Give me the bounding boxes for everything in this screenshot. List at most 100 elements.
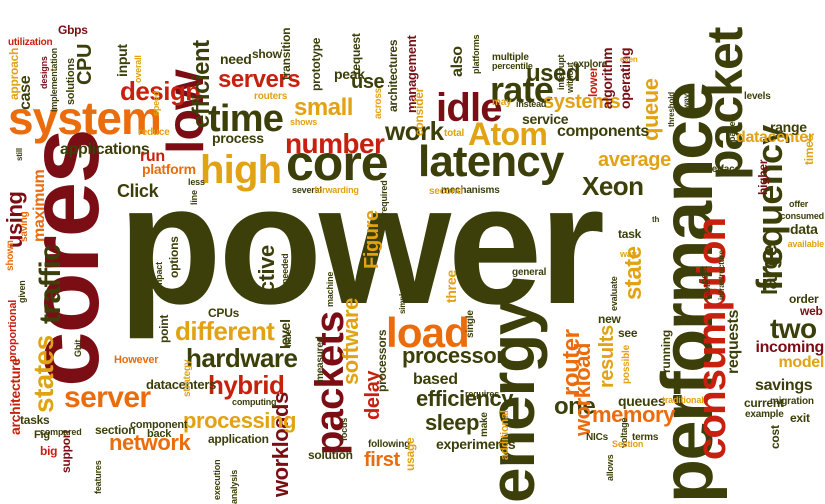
word-latency: latency — [418, 137, 564, 186]
word-infrastructure: infrastructure — [717, 250, 726, 300]
word-applications: applications — [60, 141, 150, 158]
word-features: features — [93, 460, 103, 494]
word-mechanisms: mechanisms — [441, 185, 500, 196]
word-given: given — [17, 280, 27, 303]
word-cost: cost — [768, 425, 782, 449]
word-computing: computing — [232, 397, 277, 407]
word-traffic: traffic — [34, 244, 67, 324]
word-even: even — [620, 55, 638, 64]
word-platforms: platforms — [471, 34, 481, 74]
word-need: need — [220, 51, 252, 67]
word-gbps: Gbps — [58, 23, 88, 37]
word-still: still — [15, 148, 24, 161]
word-additional: additional — [499, 410, 511, 460]
word-server: server — [64, 381, 151, 414]
word-first: first — [364, 449, 400, 471]
word-efficient: efficient — [188, 40, 215, 128]
word-queues: queues — [618, 393, 666, 409]
word-times: times — [802, 134, 816, 165]
word-memory: memory — [592, 402, 675, 427]
word-nics: NICs — [586, 432, 608, 443]
word-processor: processor — [402, 343, 505, 368]
word-single: single — [465, 310, 476, 338]
word-always: always — [682, 89, 691, 115]
word-application: application — [208, 432, 269, 446]
word-consider: consider — [412, 87, 426, 136]
word-second: second — [429, 186, 463, 197]
word-required: required — [379, 180, 389, 215]
word-higher: higher — [756, 159, 770, 195]
word-section: section — [95, 423, 136, 437]
word-current: current — [744, 396, 784, 410]
word-datacenter: datacenter — [736, 129, 814, 146]
word-xeon: Xeon — [582, 171, 644, 201]
word-power: power — [118, 150, 605, 340]
word-experiments: experiments — [436, 436, 516, 452]
word-three: three — [443, 270, 459, 303]
word-order: order — [789, 292, 819, 306]
word-migration: migration — [770, 396, 814, 407]
word-saving: saving — [19, 211, 30, 242]
word-measured: measured — [315, 336, 326, 382]
word-maximum: maximum — [31, 169, 48, 242]
word-atom: Atom — [468, 116, 548, 152]
word-results: results — [596, 325, 618, 388]
word-hybrid: hybrid — [208, 370, 285, 400]
word-may: may — [492, 97, 512, 108]
word-total: total — [444, 128, 465, 139]
word-impact: impact — [154, 262, 164, 290]
word-reduce: reduce — [138, 127, 170, 138]
word-possible: possible — [621, 345, 632, 384]
word-gbit: Gbit — [73, 339, 83, 357]
word-task: task — [618, 227, 642, 241]
word-exit: exit — [790, 411, 810, 425]
word-analysis: analysis — [229, 469, 239, 504]
word-lower: lower — [586, 66, 600, 97]
word-point: point — [157, 314, 171, 343]
word-however: However — [114, 354, 159, 366]
word-run: run — [140, 148, 165, 165]
word-one: one — [554, 393, 596, 420]
word-shows: shows — [290, 117, 318, 127]
word-process: process — [212, 130, 264, 146]
word-compared: compared — [40, 427, 82, 437]
word-web: web — [800, 304, 823, 318]
word-range: range — [770, 119, 807, 135]
word-design: design — [120, 76, 201, 106]
word-line: line — [189, 190, 199, 205]
word-following: following — [368, 439, 411, 450]
word-overall: overall — [133, 55, 143, 83]
word-data: data — [790, 221, 818, 237]
word-request: request — [349, 33, 363, 75]
word-section: Section — [612, 439, 644, 449]
word-service: service — [522, 111, 569, 127]
word-model: model — [778, 354, 824, 371]
word-components: components — [557, 123, 649, 140]
word-paper: paper — [727, 118, 737, 142]
word-evaluate: evaluate — [609, 276, 619, 311]
word-show: show — [252, 47, 282, 61]
word-workload: workload — [570, 342, 595, 436]
word-new: new — [598, 312, 621, 326]
word-th: th — [652, 215, 660, 224]
word-allows: allows — [605, 454, 615, 481]
word-across: across — [373, 87, 384, 119]
word-software: software — [338, 298, 363, 385]
word-cpus: CPUs — [208, 306, 240, 320]
word-levels: levels — [744, 91, 771, 102]
word-back: back — [147, 428, 172, 440]
word-servers: servers — [218, 66, 301, 93]
word-transition: transition — [279, 27, 293, 80]
word-simple: simple — [398, 289, 407, 314]
word-options: options — [167, 236, 181, 278]
word-also: also — [449, 46, 466, 77]
word-architectures: architectures — [386, 39, 400, 112]
word-load: load — [386, 309, 470, 356]
word-systems: systems — [543, 91, 621, 113]
word-needed: needed — [280, 253, 290, 284]
word-percentile: percentile — [492, 61, 533, 71]
word-general: general — [512, 267, 547, 278]
word-offer: offer — [789, 199, 809, 209]
word-cpu: CPU — [74, 43, 96, 85]
